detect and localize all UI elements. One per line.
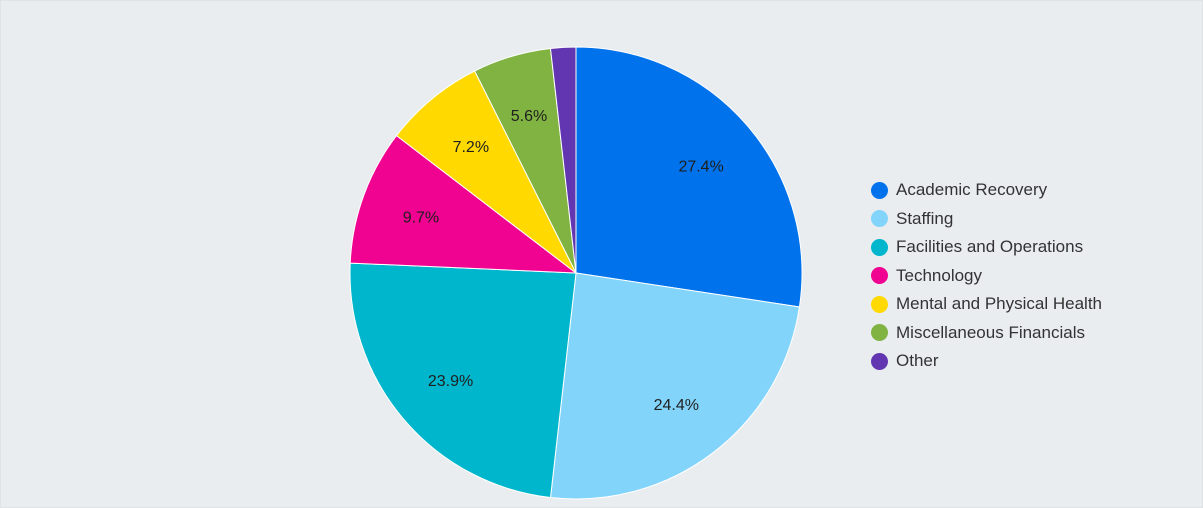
legend-swatch-icon [871, 210, 888, 228]
legend-item[interactable]: Facilities and Operations [871, 233, 1102, 262]
legend-swatch-icon [871, 352, 888, 370]
pie-slice-mental-and-physical-health[interactable] [395, 70, 577, 274]
pie-slice-academic-recovery[interactable] [575, 46, 803, 308]
slice-value-label: 24.4% [654, 397, 699, 414]
legend-swatch-icon [871, 238, 888, 256]
legend-item[interactable]: Academic Recovery [871, 176, 1102, 205]
slice-value-label: 23.9% [428, 373, 473, 390]
slice-value-label: 5.6% [511, 108, 547, 125]
legend-item[interactable]: Mental and Physical Health [871, 290, 1102, 319]
legend-swatch-icon [871, 181, 888, 199]
legend-item[interactable]: Technology [871, 262, 1102, 291]
legend-label: Other [896, 351, 939, 371]
legend-label: Facilities and Operations [896, 237, 1084, 257]
legend-label: Technology [896, 265, 983, 285]
pie-slice-staffing[interactable] [549, 272, 801, 500]
pie-slice-other[interactable] [549, 46, 577, 274]
slice-value-label: 7.2% [453, 139, 489, 156]
pie-slice-facilities-and-operations[interactable] [349, 262, 577, 499]
pie-slices [349, 46, 803, 500]
legend-label: Miscellaneous Financials [896, 322, 1085, 342]
legend-swatch-icon [871, 295, 888, 313]
legend-item[interactable]: Staffing [871, 205, 1102, 234]
legend-label: Mental and Physical Health [896, 294, 1103, 314]
legend-item[interactable]: Miscellaneous Financials [871, 319, 1102, 348]
legend-item[interactable]: Other [871, 347, 1102, 376]
legend-swatch-icon [871, 324, 888, 342]
pie-slice-labels: 27.4% 24.4% 23.9% 9.7% 7.2% 5.6% [403, 108, 724, 414]
legend: Academic Recovery Staffing Facilities and … [871, 176, 1102, 376]
slice-value-label: 27.4% [678, 158, 723, 175]
pie-slice-technology[interactable] [349, 134, 578, 274]
legend-label: Staffing [896, 208, 954, 228]
legend-label: Academic Recovery [896, 180, 1048, 200]
slice-value-label: 9.7% [403, 210, 439, 227]
legend-swatch-icon [871, 267, 888, 285]
